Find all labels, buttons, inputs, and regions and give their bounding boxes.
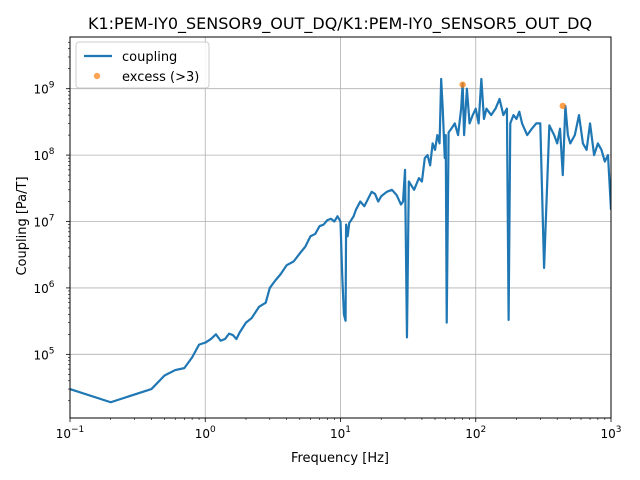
legend-excess-swatch (93, 72, 101, 80)
x-tick-label: 10−1 (56, 425, 85, 441)
x-axis-label: Frequency [Hz] (291, 451, 389, 466)
y-tick-label: 109 (33, 81, 54, 97)
y-tick-label: 106 (33, 280, 54, 296)
chart-title: K1:PEM-IY0_SENSOR9_OUT_DQ/K1:PEM-IY0_SEN… (88, 14, 592, 34)
x-tick-label: 102 (465, 425, 486, 441)
axes: 10−1 100 101 102 103 105 106 107 108 109 (33, 36, 622, 441)
legend-coupling-label: coupling (122, 50, 177, 65)
excess-point (459, 81, 466, 88)
x-tick-label: 101 (330, 425, 351, 441)
y-tick-label: 108 (33, 147, 54, 163)
legend-box (75, 41, 210, 89)
y-tick-label: 105 (33, 346, 54, 362)
coupling-line (70, 77, 611, 404)
x-tick-label: 103 (600, 425, 621, 441)
legend-excess-label: excess (>3) (122, 70, 199, 85)
plot-series (70, 77, 611, 404)
excess-point (559, 102, 566, 110)
y-axis-label: Coupling [Pa/T] (15, 176, 30, 275)
legend: coupling excess (>3) (75, 41, 210, 89)
plot-frame (69, 36, 612, 419)
x-tick-label: 100 (195, 425, 216, 441)
y-tick-label: 107 (33, 214, 54, 230)
